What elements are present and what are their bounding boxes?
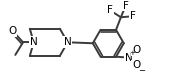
Text: O: O bbox=[132, 45, 140, 55]
Text: O: O bbox=[132, 60, 140, 70]
Text: F: F bbox=[107, 5, 113, 15]
Text: N: N bbox=[64, 37, 71, 47]
Text: F: F bbox=[123, 1, 129, 11]
Text: O: O bbox=[8, 26, 17, 36]
Text: N: N bbox=[30, 37, 38, 47]
Text: F: F bbox=[130, 11, 135, 21]
Text: −: − bbox=[138, 66, 145, 75]
Text: N: N bbox=[125, 53, 133, 63]
Text: +: + bbox=[130, 50, 135, 56]
